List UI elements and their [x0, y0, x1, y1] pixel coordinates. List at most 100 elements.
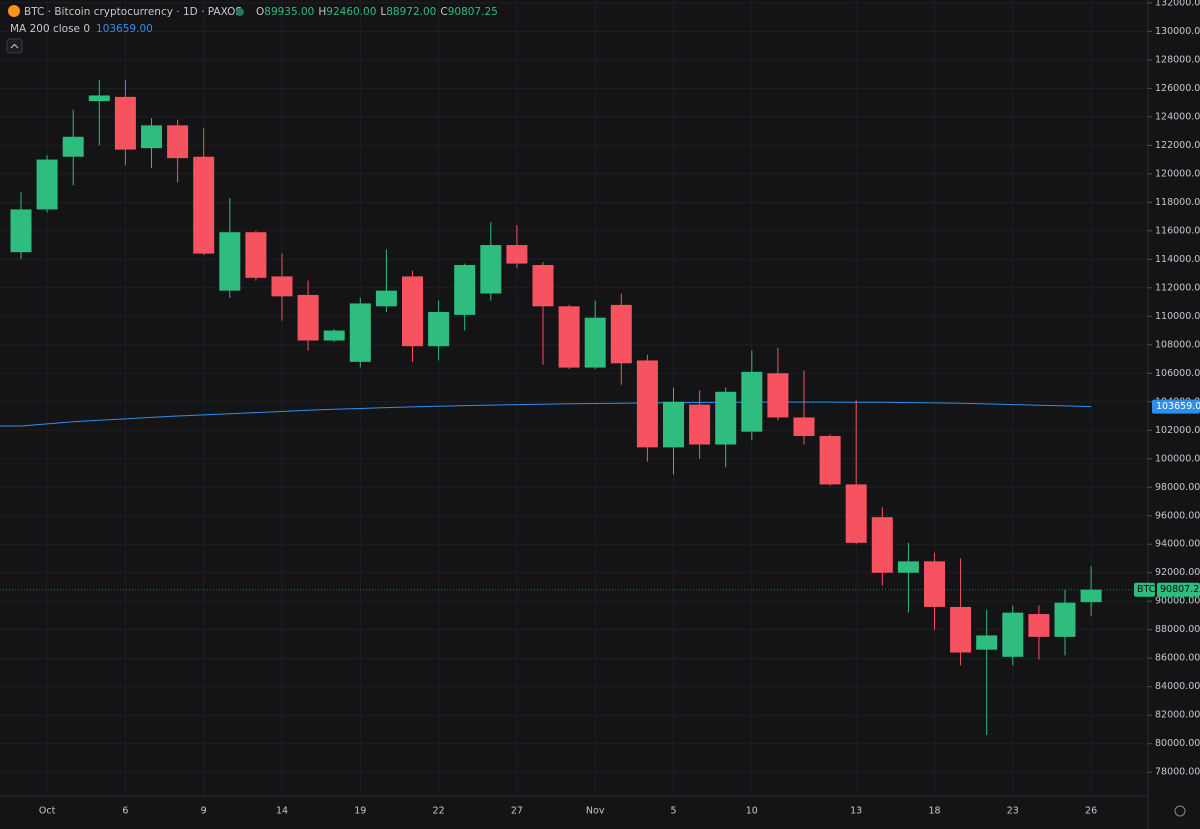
- candle-body: [793, 417, 815, 436]
- ma-price-label: 103659.00: [1156, 401, 1200, 412]
- last-price-tag: [1157, 582, 1200, 597]
- candle-body: [323, 330, 345, 341]
- candle-body: [584, 317, 606, 368]
- y-tick-label: 126000.00: [1155, 83, 1200, 94]
- ohlc-key: L: [380, 6, 386, 18]
- x-tick-label: 26: [1085, 806, 1097, 817]
- x-tick-label: 22: [433, 806, 445, 817]
- y-tick-label: 132000.00: [1155, 0, 1200, 8]
- candle-body: [1028, 614, 1050, 637]
- symbol-tag-label: BTC: [1137, 584, 1156, 595]
- candle-body: [819, 435, 841, 485]
- candle-body: [1080, 589, 1102, 603]
- x-tick-label: 23: [1007, 806, 1019, 817]
- candle-body: [36, 159, 58, 210]
- y-tick-label: 92000.00: [1155, 567, 1200, 578]
- candle-body: [897, 561, 919, 573]
- candle-body: [610, 304, 632, 364]
- y-tick-label: 80000.00: [1155, 738, 1200, 749]
- y-tick-label: 112000.00: [1155, 282, 1200, 293]
- header: BTC · Bitcoin cryptocurrency · 1D · PAXO…: [6, 5, 498, 54]
- y-tick-label: 96000.00: [1155, 510, 1200, 521]
- candle-body: [1002, 612, 1024, 657]
- candle-body: [845, 484, 867, 543]
- candle-body: [976, 635, 998, 650]
- candle-body: [558, 306, 580, 368]
- y-tick-label: 86000.00: [1155, 653, 1200, 664]
- candle-body: [88, 95, 110, 102]
- ohlc-value: 89935.00: [264, 6, 314, 18]
- y-tick-label: 120000.00: [1155, 168, 1200, 179]
- y-tick-label: 94000.00: [1155, 539, 1200, 550]
- ma-value: 103659.00: [96, 23, 153, 35]
- y-tick-label: 110000.00: [1155, 311, 1200, 322]
- ohlc-key: O: [256, 6, 264, 18]
- y-tick-label: 108000.00: [1155, 339, 1200, 350]
- symbol-title: BTC · Bitcoin cryptocurrency · 1D · PAXO…: [24, 6, 242, 18]
- y-tick-label: 102000.00: [1155, 425, 1200, 436]
- x-tick-label: 10: [746, 806, 758, 817]
- candle-body: [245, 232, 267, 278]
- candle-body: [506, 245, 528, 264]
- x-tick-label: 5: [670, 806, 676, 817]
- candle-body: [62, 136, 84, 157]
- candle-body: [532, 265, 554, 307]
- y-tick-label: 118000.00: [1155, 197, 1200, 208]
- y-tick-label: 82000.00: [1155, 710, 1200, 721]
- candle-body: [636, 360, 658, 448]
- x-tick-label: 6: [122, 806, 128, 817]
- x-tick-label: 18: [928, 806, 940, 817]
- candle-body: [349, 303, 371, 362]
- x-tick-label: 14: [276, 806, 288, 817]
- candle-body: [454, 265, 476, 315]
- collapse-button[interactable]: [6, 38, 23, 54]
- candle-body: [10, 209, 32, 253]
- axes: 78000.00 80000.00 82000.00 84000.00 86000.00…: [39, 0, 1200, 817]
- last-price-label: 90807.25: [1160, 584, 1200, 595]
- y-tick-label: 100000.00: [1155, 453, 1200, 464]
- ma-price-tag: [1152, 399, 1200, 414]
- y-tick-label: 84000.00: [1155, 681, 1200, 692]
- y-tick-label: 124000.00: [1155, 111, 1200, 122]
- ohlc-value: 88972.00: [386, 6, 436, 18]
- ohlc-value: 92460.00: [326, 6, 376, 18]
- candle-body: [297, 294, 319, 341]
- candle-body: [663, 401, 684, 448]
- ma-line: [0, 401, 1092, 427]
- candle-body: [871, 517, 893, 573]
- x-tick-label: Oct: [39, 806, 56, 817]
- candle-body: [167, 125, 189, 159]
- y-tick-label: 128000.00: [1155, 54, 1200, 65]
- collapse-icon: [10, 43, 19, 49]
- candle-body: [193, 156, 215, 254]
- candle-body: [715, 391, 737, 445]
- x-tick-label: 9: [201, 806, 207, 817]
- candle-body: [950, 606, 972, 653]
- symbol-icon: [8, 5, 20, 17]
- candle-body: [141, 125, 162, 149]
- x-tick-label: 27: [511, 806, 523, 817]
- y-tick-label: 78000.00: [1155, 767, 1200, 778]
- ohlc-value: 90807.25: [448, 6, 498, 18]
- candle-body: [480, 245, 502, 294]
- candle-body: [1054, 602, 1076, 637]
- ohlc-key: C: [440, 6, 447, 18]
- y-tick-label: 88000.00: [1155, 624, 1200, 635]
- candle-body: [924, 561, 945, 607]
- symbol-tag: [1134, 582, 1155, 597]
- candle-body: [741, 371, 763, 432]
- candle-body: [375, 290, 397, 307]
- x-tick-label: Nov: [586, 806, 605, 817]
- settings-button[interactable]: [1174, 805, 1186, 817]
- ohlc-key: H: [318, 6, 326, 18]
- plot: [0, 79, 1148, 736]
- candle-body: [114, 96, 136, 150]
- y-tick-label: 114000.00: [1155, 254, 1200, 265]
- market-status[interactable]: [236, 8, 244, 16]
- x-tick-label: 19: [354, 806, 366, 817]
- x-tick-label: 13: [850, 806, 862, 817]
- candle-body: [689, 404, 711, 445]
